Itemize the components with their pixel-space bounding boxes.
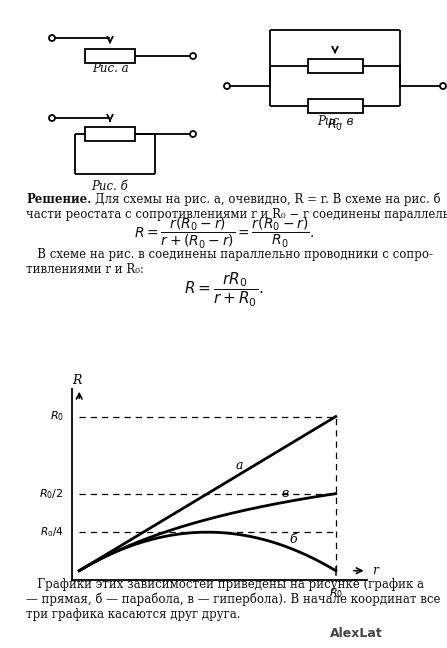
Bar: [308, 99, 363, 113]
Text: части реостата с сопротивлениями r и R₀ − r соединены параллельно:: части реостата с сопротивлениями r и R₀ …: [26, 208, 447, 221]
Text: а: а: [236, 459, 243, 472]
Text: В схеме на рис. в соединены параллельно проводники с сопро-: В схеме на рис. в соединены параллельно …: [26, 248, 433, 261]
Bar: [308, 59, 363, 73]
Text: Рис. в: Рис. в: [317, 115, 353, 128]
Text: б: б: [290, 533, 297, 546]
Text: $R = \dfrac{rR_0}{r + R_0}.$: $R = \dfrac{rR_0}{r + R_0}.$: [184, 271, 264, 309]
Bar: [85, 49, 135, 63]
Text: $R_0/2$: $R_0/2$: [39, 487, 64, 500]
Text: Рис. а: Рис. а: [92, 62, 128, 75]
Text: r: r: [371, 564, 378, 577]
Text: Решение.: Решение.: [26, 193, 91, 206]
Text: — прямая, б — парабола, в — гипербола). В начале координат все: — прямая, б — парабола, в — гипербола). …: [26, 592, 440, 606]
Text: Для схемы на рис. а, очевидно, R = r. В схеме на рис. б: Для схемы на рис. а, очевидно, R = r. В …: [95, 192, 441, 206]
Text: в: в: [282, 487, 289, 500]
Text: AlexLat: AlexLat: [330, 627, 383, 640]
Text: $R_0$: $R_0$: [50, 410, 64, 423]
Text: $R_0/4$: $R_0/4$: [40, 526, 64, 539]
Text: тивлениями r и R₀:: тивлениями r и R₀:: [26, 263, 144, 276]
Text: $R = \dfrac{r(R_0 - r)}{r + (R_0 - r)} = \dfrac{r(R_0 - r)}{R_0}.$: $R = \dfrac{r(R_0 - r)}{r + (R_0 - r)} =…: [134, 215, 314, 251]
Text: R: R: [72, 375, 81, 388]
Text: $R_0$: $R_0$: [327, 118, 343, 133]
Text: Графики этих зависимостей приведены на рисунке (график а: Графики этих зависимостей приведены на р…: [26, 578, 424, 591]
Text: $R_0$: $R_0$: [329, 586, 343, 600]
Text: Рис. б: Рис. б: [92, 180, 128, 193]
Bar: [85, 127, 135, 141]
Text: три графика касаются друг друга.: три графика касаются друг друга.: [26, 608, 240, 621]
